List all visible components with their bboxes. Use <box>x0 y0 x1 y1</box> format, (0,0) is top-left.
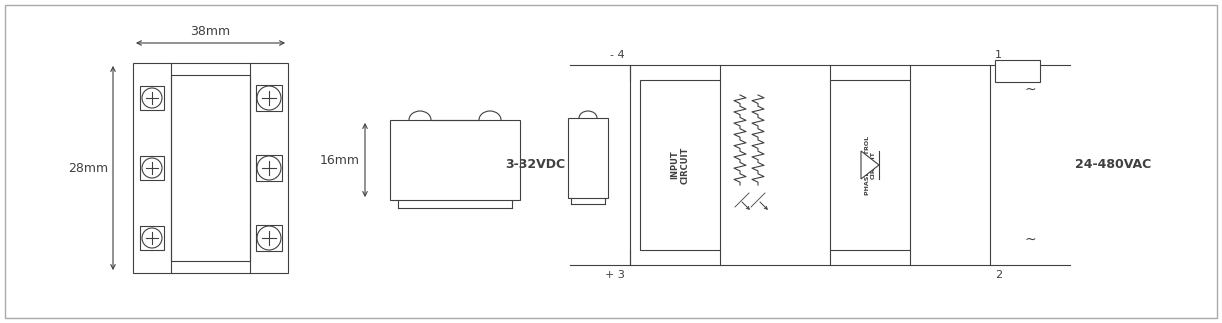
Circle shape <box>257 86 281 110</box>
Circle shape <box>257 226 281 250</box>
Text: 38mm: 38mm <box>191 25 231 38</box>
Text: + 3: + 3 <box>605 270 624 280</box>
Bar <box>255 85 282 111</box>
Bar <box>141 86 164 110</box>
Bar <box>255 225 282 251</box>
Bar <box>255 155 282 181</box>
Text: 28mm: 28mm <box>68 162 108 174</box>
Text: 1: 1 <box>995 50 1002 60</box>
Text: 3-32VDC: 3-32VDC <box>505 159 565 172</box>
Bar <box>640 80 720 250</box>
Text: 16mm: 16mm <box>320 153 360 166</box>
Text: 24-480VAC: 24-480VAC <box>1075 159 1151 172</box>
Circle shape <box>142 228 163 248</box>
Polygon shape <box>862 151 879 179</box>
Bar <box>631 65 990 265</box>
Bar <box>171 75 251 261</box>
Text: PHASE CONTROL
CIRCUIT: PHASE CONTROL CIRCUIT <box>865 135 875 194</box>
Circle shape <box>142 88 163 108</box>
Bar <box>133 63 288 273</box>
Bar <box>830 80 910 250</box>
Text: ~: ~ <box>1024 83 1036 97</box>
Bar <box>141 156 164 180</box>
Text: INPUT
CIRCUIT: INPUT CIRCUIT <box>671 146 689 184</box>
Bar <box>141 226 164 250</box>
Circle shape <box>257 156 281 180</box>
Text: ~: ~ <box>1024 233 1036 247</box>
Bar <box>390 120 521 200</box>
Circle shape <box>142 158 163 178</box>
Text: - 4: - 4 <box>610 50 624 60</box>
Bar <box>995 60 1040 82</box>
Bar <box>568 118 609 198</box>
Text: LOAD: LOAD <box>1006 67 1030 76</box>
Text: 2: 2 <box>995 270 1002 280</box>
